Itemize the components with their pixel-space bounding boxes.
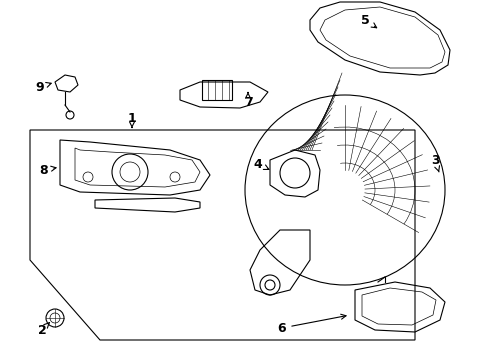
Text: 2: 2 — [38, 323, 49, 337]
Text: 1: 1 — [127, 112, 136, 127]
Text: 4: 4 — [254, 158, 269, 171]
Text: 6: 6 — [278, 314, 346, 334]
Text: 8: 8 — [40, 163, 56, 176]
Text: 9: 9 — [36, 81, 51, 94]
Bar — [202, 80, 232, 100]
Text: 5: 5 — [361, 14, 377, 28]
Text: 3: 3 — [431, 153, 440, 172]
Text: 7: 7 — [244, 93, 252, 108]
